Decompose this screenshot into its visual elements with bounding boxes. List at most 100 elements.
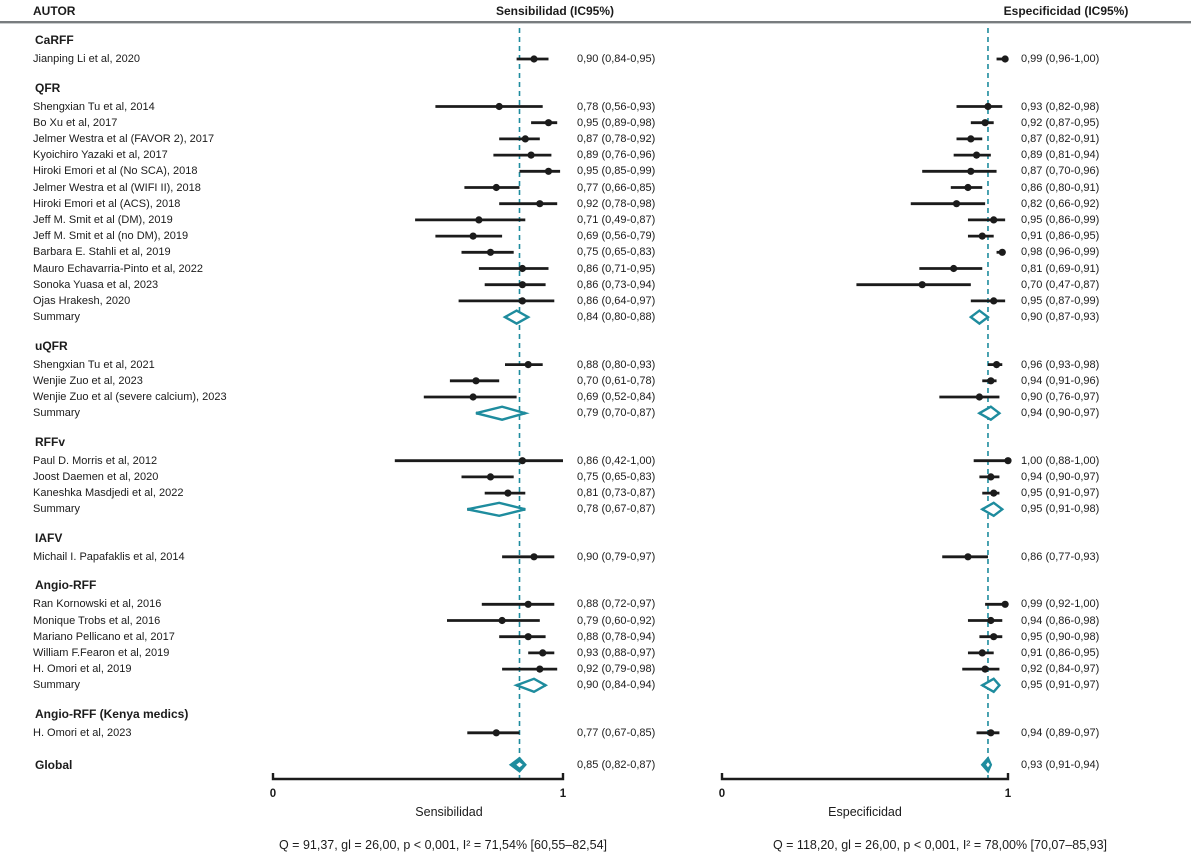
- point-estimate: [978, 232, 986, 240]
- point-estimate: [524, 361, 532, 369]
- study-label: Jelmer Westra et al (FAVOR 2), 2017: [33, 132, 215, 145]
- sens-estimate-text: 0,93 (0,88-0,97): [577, 646, 656, 659]
- sens-estimate-text: 0,69 (0,56-0,79): [577, 230, 656, 243]
- right-heterogeneity-stats: Q = 118,20, gl = 26,00, p < 0,001, I² = …: [772, 838, 1108, 852]
- summary-diamond: [513, 677, 549, 694]
- spec-estimate-text: 0,81 (0,69-0,91): [1021, 262, 1100, 275]
- study-label: Kaneshka Masdjedi et al, 2022: [33, 487, 184, 500]
- point-estimate: [469, 232, 477, 240]
- study-label: Kyoichiro Yazaki et al, 2017: [33, 149, 168, 162]
- point-estimate: [972, 151, 981, 159]
- spec-estimate-text: 0,94 (0,90-0,97): [1021, 407, 1100, 420]
- sens-estimate-text: 0,95 (0,85-0,99): [577, 165, 656, 178]
- sens-estimate-text: 0,95 (0,89-0,98): [577, 116, 656, 129]
- point-estimate: [1001, 55, 1009, 63]
- point-estimate: [990, 216, 998, 224]
- point-estimate: [967, 135, 975, 143]
- spec-estimate-text: 0,94 (0,91-0,96): [1021, 374, 1100, 387]
- point-estimate: [990, 633, 998, 641]
- study-label: Monique Trobs et al, 2016: [33, 614, 161, 627]
- point-estimate: [990, 489, 998, 497]
- spec-estimate-text: 0,95 (0,90-0,98): [1021, 630, 1100, 643]
- sens-estimate-text: 0,77 (0,67-0,85): [577, 726, 656, 739]
- sens-estimate-text: 0,81 (0,73-0,87): [577, 487, 656, 500]
- sens-estimate-text: 0,88 (0,80-0,93): [577, 358, 656, 371]
- spec-estimate-text: 0,82 (0,66-0,92): [1021, 197, 1100, 210]
- summary-diamond: [968, 309, 990, 326]
- point-estimate: [539, 649, 547, 657]
- point-estimate: [527, 151, 535, 159]
- spec-estimate-text: 0,99 (0,96-1,00): [1021, 53, 1100, 65]
- sens-estimate-text: 0,86 (0,73-0,94): [577, 278, 656, 291]
- spec-estimate-text: 0,95 (0,86-0,99): [1021, 213, 1100, 226]
- point-estimate: [978, 649, 986, 657]
- left-axis-title: Sensibilidad: [415, 805, 483, 819]
- point-estimate: [992, 361, 1001, 369]
- global-label: Global: [35, 757, 73, 772]
- summary-row-label: Summary: [33, 407, 81, 420]
- point-estimate: [918, 281, 926, 289]
- study-label: Jeff M. Smit et al (DM), 2019: [33, 213, 173, 226]
- summary-diamond: [475, 405, 530, 421]
- study-label: Hiroki Emori et al (No SCA), 2018: [33, 165, 198, 178]
- study-label: Bo Xu et al, 2017: [33, 116, 118, 129]
- group-label: CaRFF: [35, 33, 74, 47]
- spec-estimate-text: 0,94 (0,89-0,97): [1021, 726, 1100, 739]
- sens-estimate-text: 0,70 (0,61-0,78): [577, 374, 656, 387]
- point-estimate: [998, 248, 1006, 256]
- spec-estimate-text: 0,96 (0,93-0,98): [1021, 358, 1100, 371]
- study-label: Jianping Li et al, 2020: [33, 53, 141, 65]
- sens-estimate-text: 0,92 (0,79-0,98): [577, 663, 656, 676]
- study-label: Sonoka Yuasa et al, 2023: [33, 278, 159, 291]
- sens-estimate-text: 0,88 (0,72-0,97): [577, 598, 656, 611]
- spec-estimate-text: 0,87 (0,82-0,91): [1021, 132, 1100, 145]
- summary-row-label: Summary: [33, 503, 81, 516]
- point-estimate: [987, 616, 995, 625]
- point-estimate: [544, 119, 553, 127]
- point-estimate: [518, 297, 527, 305]
- point-estimate: [469, 393, 477, 401]
- spec-estimate-text: 0,95 (0,91-0,97): [1021, 679, 1100, 692]
- point-estimate: [518, 281, 527, 289]
- point-estimate: [495, 102, 503, 111]
- study-label: Wenjie Zuo et al, 2023: [33, 374, 143, 387]
- summary-diamond: [979, 501, 1005, 518]
- point-estimate: [486, 248, 495, 256]
- point-estimate: [981, 665, 989, 673]
- study-label: H. Omori et al, 2019: [33, 663, 132, 676]
- right-axis-tick-0: 0: [718, 788, 726, 800]
- summary-row-label: Summary: [33, 679, 81, 692]
- summary-diamond: [976, 405, 1002, 422]
- point-estimate: [975, 393, 984, 401]
- point-estimate: [984, 102, 992, 111]
- study-label: Mariano Pellicano et al, 2017: [33, 630, 175, 643]
- sensitivity-column-header: Sensibilidad (IC95%): [495, 4, 615, 18]
- point-estimate: [530, 55, 538, 63]
- point-estimate: [967, 167, 975, 175]
- spec-estimate-text: 0,95 (0,91-0,97): [1021, 487, 1100, 500]
- summary-row-label: Summary: [33, 311, 81, 324]
- point-estimate: [981, 119, 989, 127]
- point-estimate: [964, 553, 972, 561]
- study-label: Wenjie Zuo et al (severe calcium), 2023: [33, 391, 227, 403]
- study-label: Hiroki Emori et al (ACS), 2018: [33, 197, 181, 210]
- spec-estimate-text: 0,87 (0,70-0,96): [1021, 165, 1100, 178]
- point-estimate: [518, 264, 527, 273]
- group-label: RFFv: [35, 434, 65, 449]
- group-label: IAFV: [35, 530, 63, 545]
- global-diamond-center: [986, 762, 990, 768]
- point-estimate: [475, 216, 483, 224]
- point-estimate: [1004, 457, 1012, 465]
- global-diamond-center: [516, 762, 523, 768]
- study-label: H. Omori et al, 2023: [33, 726, 132, 739]
- sens-estimate-text: 0,90 (0,84-0,94): [577, 679, 656, 692]
- sens-estimate-text: 0,89 (0,76-0,96): [577, 149, 656, 162]
- spec-estimate-text: 1,00 (0,88-1,00): [1021, 454, 1100, 467]
- point-estimate: [524, 633, 532, 641]
- study-label: Barbara E. Stahli et al, 2019: [33, 246, 171, 259]
- point-estimate: [990, 297, 998, 305]
- spec-estimate-text: 0,86 (0,80-0,91): [1021, 181, 1100, 194]
- point-estimate: [486, 473, 495, 481]
